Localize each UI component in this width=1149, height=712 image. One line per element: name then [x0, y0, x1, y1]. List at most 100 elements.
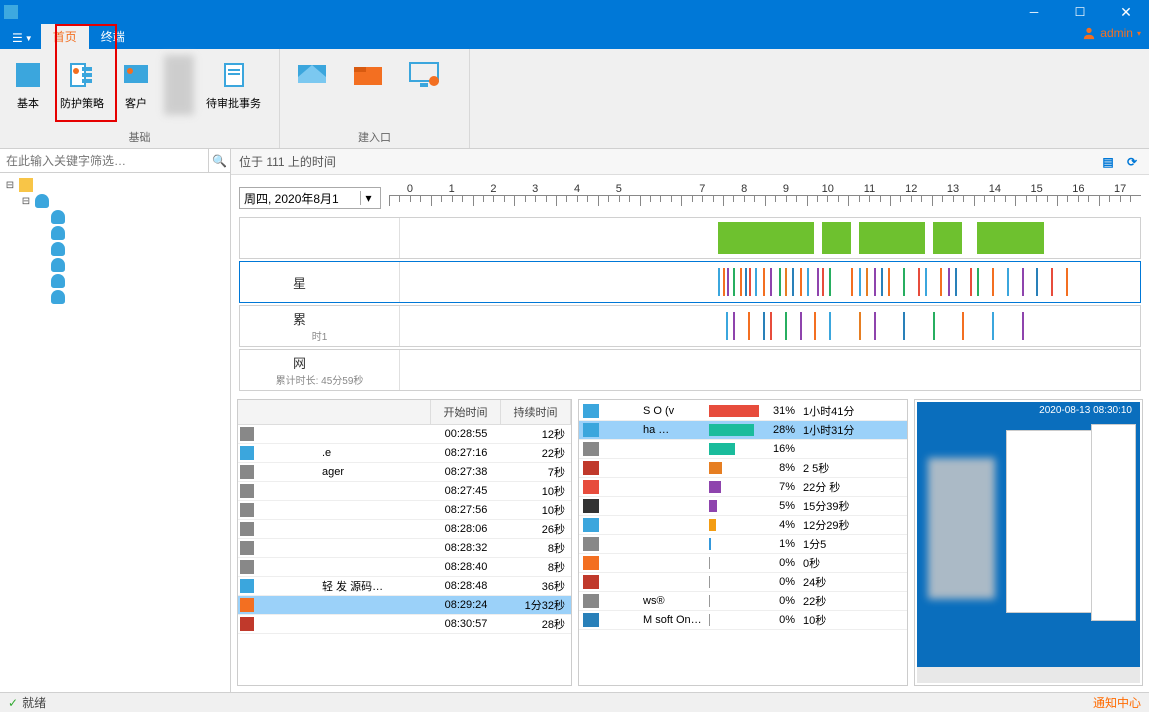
expand-icon[interactable]: ⊟: [20, 196, 32, 207]
cell-name: [256, 483, 431, 499]
maximize-button[interactable]: ☐: [1057, 0, 1103, 24]
timeline-row[interactable]: 网累计时长: 45分59秒: [239, 349, 1141, 391]
cell-start: 08:28:48: [431, 578, 501, 594]
col-duration[interactable]: 持续时间: [501, 400, 571, 424]
basic-icon: [12, 59, 44, 91]
tree-node[interactable]: [4, 241, 226, 257]
usage-row[interactable]: ws®0%22秒: [579, 592, 907, 611]
app-icon: [583, 537, 599, 551]
table-row[interactable]: 08:28:408秒: [238, 558, 571, 577]
refresh-icon[interactable]: ⟳: [1123, 153, 1141, 171]
tree-node[interactable]: [4, 209, 226, 225]
usage-row[interactable]: 1%1分5: [579, 535, 907, 554]
cell-app-name: ha …: [599, 424, 709, 436]
tree-node[interactable]: ⊟: [4, 193, 226, 209]
user-icon: [51, 226, 65, 240]
table-row[interactable]: 00:28:5512秒: [238, 425, 571, 444]
usage-row[interactable]: 16%: [579, 440, 907, 459]
cell-app-name: S O (v: [599, 405, 709, 417]
table-row[interactable]: 08:27:4510秒: [238, 482, 571, 501]
usage-row[interactable]: 8%2 5秒: [579, 459, 907, 478]
usage-row[interactable]: 0%0秒: [579, 554, 907, 573]
ruler-hour: 12: [890, 183, 932, 195]
app-stripe: [955, 268, 957, 296]
tab-home[interactable]: 首页: [41, 24, 89, 49]
app-stripe: [723, 268, 725, 296]
usage-row[interactable]: S O (v31%1小时41分: [579, 402, 907, 421]
tree-node[interactable]: [4, 289, 226, 305]
table-row[interactable]: ager08:27:387秒: [238, 463, 571, 482]
close-button[interactable]: ✕: [1103, 0, 1149, 24]
cell-percent: 28%: [759, 424, 799, 436]
date-picker[interactable]: 周四, 2020年8月1 ▾: [239, 187, 381, 209]
ribbon-btn-client[interactable]: 客户: [112, 51, 160, 127]
cell-app-name: [599, 576, 709, 588]
user-menu[interactable]: admin ▾: [1082, 26, 1141, 40]
screenshot-preview[interactable]: 2020-08-13 08:30:10: [917, 402, 1140, 683]
app-icon: [583, 613, 599, 627]
table-row[interactable]: 08:29:241分32秒: [238, 596, 571, 615]
menu-icon[interactable]: ☰▼: [12, 31, 33, 45]
notification-center[interactable]: 通知中心: [1093, 694, 1141, 711]
app-stripe: [948, 268, 950, 296]
usage-row[interactable]: M soft On…0%10秒: [579, 611, 907, 630]
tree-node[interactable]: [4, 273, 226, 289]
expand-icon[interactable]: ⊟: [4, 180, 16, 191]
ribbon-btn-policy[interactable]: 防护策略: [52, 51, 112, 127]
usage-row[interactable]: 7%22分 秒: [579, 478, 907, 497]
search-button[interactable]: 🔍: [208, 149, 230, 172]
ribbon-btn-g2[interactable]: [340, 51, 396, 127]
usage-bar-cell: [709, 442, 759, 456]
timeline-bars: [400, 262, 1140, 302]
cell-app-name: ws®: [599, 595, 709, 607]
usage-bar: [709, 405, 759, 417]
table-row[interactable]: 轻 发 源码…08:28:4836秒: [238, 577, 571, 596]
ribbon-btn-g3[interactable]: [396, 51, 452, 127]
status-check-icon: ✓: [8, 696, 18, 710]
table-row[interactable]: 08:27:5610秒: [238, 501, 571, 520]
date-dropdown-icon[interactable]: ▾: [360, 191, 376, 205]
usage-row[interactable]: ha …28%1小时31分: [579, 421, 907, 440]
app-icon: [583, 442, 599, 456]
tree-label: [68, 260, 118, 270]
app-stripe: [733, 312, 735, 340]
cell-name: ager: [256, 464, 431, 480]
search-input[interactable]: [0, 149, 208, 172]
activity-bar: [977, 222, 1044, 254]
activity-table-header: 开始时间 持续时间: [238, 400, 571, 425]
ribbon-btn-g1[interactable]: [284, 51, 340, 127]
cell-app-name: M soft On…: [599, 614, 709, 626]
ribbon-btn-approval[interactable]: 待审批事务: [198, 51, 269, 127]
table-row[interactable]: .e08:27:1622秒: [238, 444, 571, 463]
ribbon-btn-basic[interactable]: 基本: [4, 51, 52, 127]
app-icon: [240, 465, 254, 479]
ruler-hour: 7: [681, 183, 723, 195]
table-row[interactable]: 08:28:328秒: [238, 539, 571, 558]
tab-terminal[interactable]: 终端: [89, 24, 137, 49]
ribbon-group-basic-label: 基础: [0, 129, 279, 148]
usage-row[interactable]: 5%15分39秒: [579, 497, 907, 516]
usage-row[interactable]: 4%12分29秒: [579, 516, 907, 535]
timeline-row[interactable]: 星: [239, 261, 1141, 303]
tree-node[interactable]: ⊟: [4, 177, 226, 193]
user-icon: [51, 242, 65, 256]
user-icon: [51, 210, 65, 224]
minimize-button[interactable]: ─: [1011, 0, 1057, 24]
app-stripe: [1022, 312, 1024, 340]
usage-row[interactable]: 0%24秒: [579, 573, 907, 592]
ruler-hour: 10: [807, 183, 849, 195]
timeline-row[interactable]: [239, 217, 1141, 259]
ruler-hour: 2: [473, 183, 515, 195]
app-stripe: [992, 312, 994, 340]
table-row[interactable]: 08:30:5728秒: [238, 615, 571, 634]
col-start[interactable]: 开始时间: [431, 400, 501, 424]
tree-node[interactable]: [4, 225, 226, 241]
cell-duration: 1分5: [799, 536, 907, 552]
timeline-row[interactable]: 累时1: [239, 305, 1141, 347]
tree-node[interactable]: [4, 257, 226, 273]
window-controls: ─ ☐ ✕: [1011, 0, 1149, 24]
list-view-icon[interactable]: ▤: [1099, 153, 1117, 171]
table-row[interactable]: 08:28:0626秒: [238, 520, 571, 539]
app-stripe: [829, 312, 831, 340]
cell-duration: 10秒: [501, 500, 571, 520]
